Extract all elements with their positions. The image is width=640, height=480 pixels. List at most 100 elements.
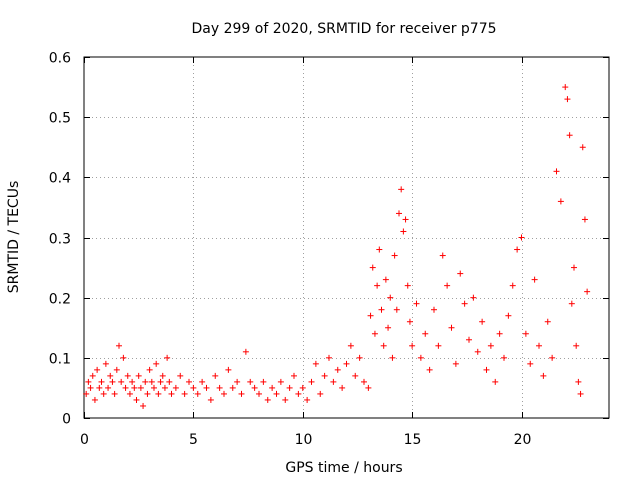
data-point — [406, 318, 413, 325]
data-point — [242, 348, 249, 355]
y-tick-label: 0.5 — [49, 111, 71, 127]
data-point — [238, 390, 245, 397]
data-point — [190, 384, 197, 391]
y-tick-label: 0 — [62, 412, 71, 428]
data-point — [87, 384, 94, 391]
data-point — [557, 198, 564, 205]
data-point — [584, 288, 591, 295]
data-point — [391, 252, 398, 259]
data-point — [444, 282, 451, 289]
x-tick-label: 10 — [295, 432, 313, 448]
data-point — [518, 234, 525, 241]
data-point — [404, 282, 411, 289]
data-point — [398, 186, 405, 193]
data-point — [194, 390, 201, 397]
data-point — [153, 360, 160, 367]
data-point — [168, 390, 175, 397]
data-point — [347, 342, 354, 349]
data-point — [334, 366, 341, 373]
data-point — [83, 390, 90, 397]
data-point — [387, 294, 394, 301]
data-point — [409, 342, 416, 349]
data-point — [380, 342, 387, 349]
data-point — [417, 354, 424, 361]
data-point — [326, 354, 332, 361]
data-point — [371, 330, 378, 337]
data-point — [164, 354, 171, 361]
data-point — [452, 360, 459, 367]
data-point — [573, 342, 580, 349]
data-point — [146, 366, 153, 373]
data-point — [269, 384, 276, 391]
data-point — [137, 384, 144, 391]
data-point — [544, 318, 551, 325]
data-point — [151, 384, 157, 391]
data-point — [577, 390, 584, 397]
data-point — [96, 384, 103, 391]
data-point — [221, 390, 227, 397]
data-point — [356, 354, 363, 361]
x-tick-label: 5 — [189, 432, 198, 448]
data-point — [207, 396, 214, 403]
data-point — [487, 342, 494, 349]
data-point — [527, 360, 534, 367]
data-point — [225, 366, 232, 373]
data-point — [135, 372, 142, 379]
data-point — [330, 378, 337, 385]
data-point — [483, 366, 490, 373]
data-point — [553, 168, 560, 175]
data-point — [291, 372, 297, 379]
data-point — [273, 390, 280, 397]
data-point — [304, 396, 311, 403]
data-point — [120, 354, 127, 361]
data-point — [321, 372, 328, 379]
chart-title: Day 299 of 2020, SRMTID for receiver p77… — [191, 21, 496, 37]
data-point — [109, 378, 116, 385]
y-tick-label: 0.2 — [49, 292, 71, 308]
data-point — [514, 246, 521, 253]
data-point — [122, 384, 129, 391]
data-point — [89, 372, 96, 379]
data-point — [431, 306, 437, 313]
data-point — [393, 306, 400, 313]
data-point — [509, 282, 516, 289]
data-point — [177, 372, 184, 379]
data-point — [181, 390, 188, 397]
data-point — [470, 294, 477, 301]
data-point — [133, 396, 140, 403]
data-point — [402, 216, 409, 223]
data-point — [492, 378, 499, 385]
data-point — [352, 372, 359, 379]
data-point — [116, 342, 122, 349]
data-point — [466, 336, 472, 343]
data-point — [144, 390, 151, 397]
data-point — [435, 342, 442, 349]
data-point — [126, 390, 133, 397]
data-point — [374, 282, 381, 289]
data-point — [102, 360, 109, 367]
data-point — [549, 354, 556, 361]
data-point — [94, 366, 101, 373]
data-point — [579, 144, 586, 151]
data-point — [581, 216, 588, 223]
y-tick-label: 0.6 — [49, 51, 71, 67]
data-point — [159, 372, 166, 379]
tick-layer: 0 0.1 0.2 0.3 0.4 0.5 0.6 0 5 10 15 20 — [49, 51, 609, 448]
data-point — [118, 378, 125, 385]
data-point — [107, 372, 114, 379]
data-point — [505, 312, 512, 319]
data-point — [155, 390, 162, 397]
data-point — [540, 372, 547, 379]
data-point — [140, 402, 147, 409]
data-point — [98, 378, 105, 385]
data-point — [295, 390, 302, 397]
data-point — [234, 378, 241, 385]
data-point — [367, 312, 374, 319]
data-point — [85, 378, 92, 385]
data-point — [385, 324, 392, 331]
data-point — [562, 84, 569, 91]
data-point — [457, 270, 464, 277]
data-point — [339, 384, 346, 391]
data-point — [203, 384, 210, 391]
data-point — [186, 378, 192, 385]
